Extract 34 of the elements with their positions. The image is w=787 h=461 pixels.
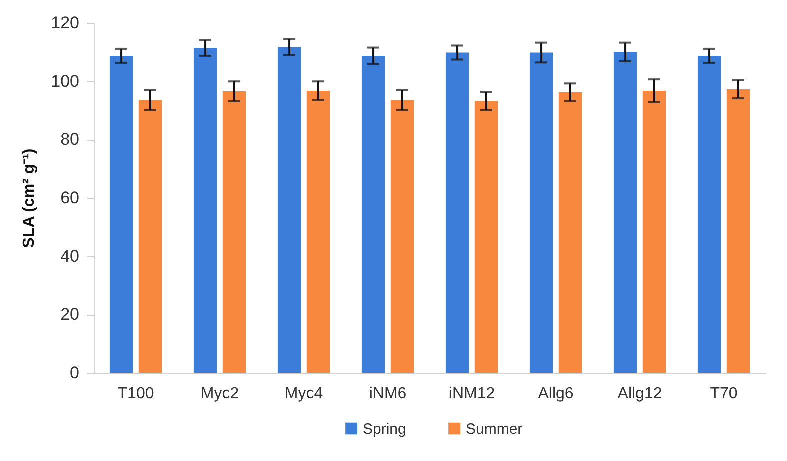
x-tick-label: Myc2 xyxy=(200,386,240,402)
y-tick-label: 40 xyxy=(60,246,80,266)
legend-label: Spring xyxy=(363,420,406,438)
y-tick-label: 60 xyxy=(60,188,80,208)
x-tick-label: T70 xyxy=(710,386,738,402)
y-axis-title: SLA (cm² g⁻¹) xyxy=(21,148,38,248)
bar xyxy=(390,100,414,373)
y-tick-label: 120 xyxy=(51,14,80,32)
bar xyxy=(306,90,330,373)
bar xyxy=(698,56,722,373)
bar xyxy=(362,56,386,373)
legend-label: Summer xyxy=(466,420,523,438)
x-tick-label: T100 xyxy=(118,386,154,402)
bar xyxy=(110,56,134,373)
bar xyxy=(474,101,498,373)
bar xyxy=(642,90,666,373)
bar xyxy=(278,47,302,373)
bar xyxy=(138,100,162,373)
y-tick-label: 80 xyxy=(60,130,80,150)
x-tick-label: iNM12 xyxy=(448,386,496,402)
y-tick-label: 20 xyxy=(60,305,80,324)
x-tick-label: Myc4 xyxy=(284,386,324,402)
bar xyxy=(194,48,218,373)
bar xyxy=(614,52,638,373)
bar xyxy=(558,92,582,373)
bar xyxy=(222,92,246,373)
bar xyxy=(726,90,750,373)
bar xyxy=(446,52,470,373)
y-tick-label: 100 xyxy=(51,72,80,91)
y-tick-label: 0 xyxy=(70,364,80,382)
x-tick-label: Allg12 xyxy=(618,386,662,402)
x-tick-label: Allg6 xyxy=(538,386,574,402)
bar xyxy=(530,52,554,373)
x-tick-label: iNM6 xyxy=(369,386,407,402)
